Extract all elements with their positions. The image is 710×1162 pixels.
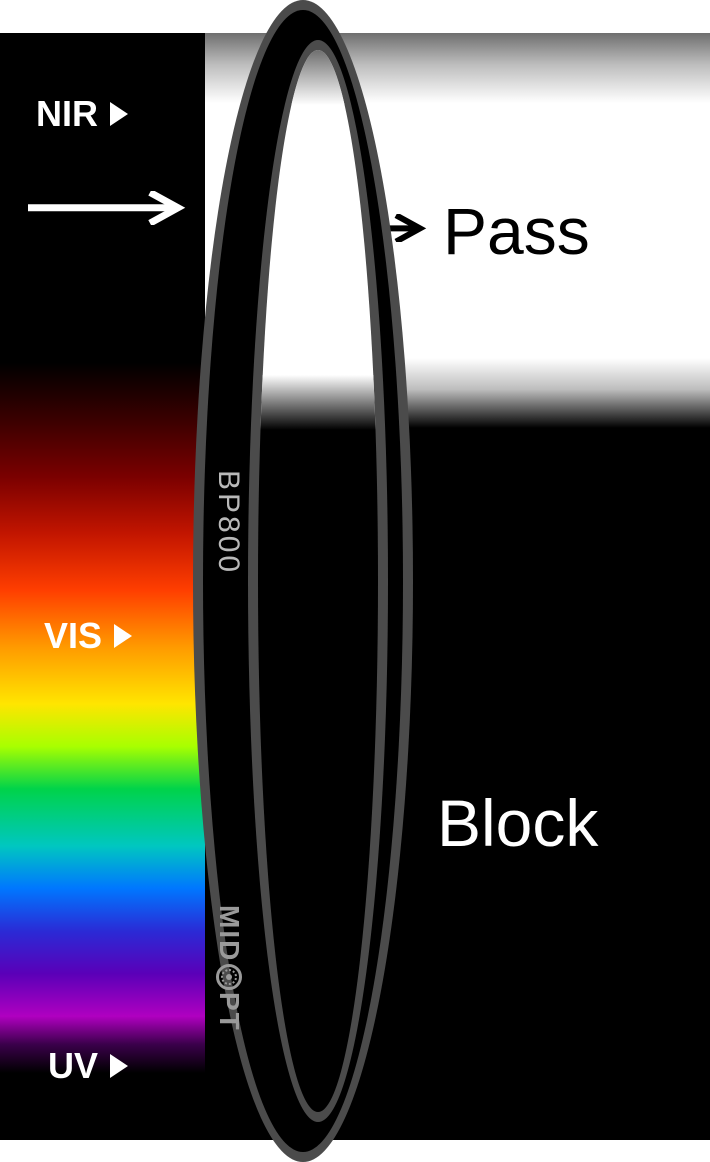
triangle-icon	[110, 102, 128, 126]
nir-label-text: NIR	[36, 93, 98, 135]
block-zone	[205, 428, 710, 1140]
uv-label-text: UV	[48, 1045, 98, 1087]
output-column: Pass Block	[205, 33, 710, 1140]
block-label: Block	[437, 785, 598, 861]
triangle-icon	[114, 624, 132, 648]
triangle-icon	[110, 1054, 128, 1078]
uv-label: UV	[48, 1045, 128, 1087]
nir-label: NIR	[36, 93, 128, 135]
pass-label: Pass	[443, 193, 590, 269]
pass-fade-bottom	[205, 358, 710, 428]
filter-diagram: NIR VIS UV Pass Block	[0, 0, 710, 1162]
vis-label-text: VIS	[44, 615, 102, 657]
vis-band	[0, 363, 205, 1073]
incident-arrow-icon	[28, 191, 206, 225]
spectrum-column: NIR VIS UV	[0, 33, 205, 1140]
pass-arrow-icon	[305, 214, 444, 243]
pass-fade-top	[205, 33, 710, 103]
vis-label: VIS	[44, 615, 132, 657]
